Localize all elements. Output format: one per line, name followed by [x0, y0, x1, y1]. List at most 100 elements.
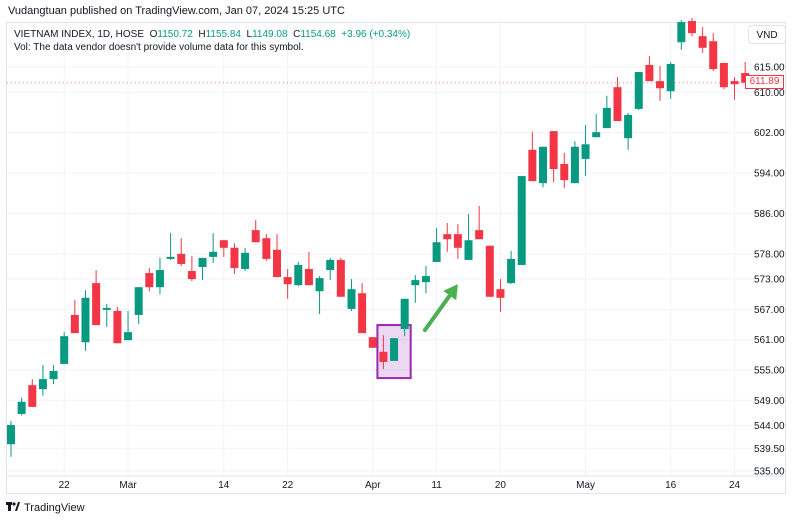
candle-body — [421, 276, 430, 283]
candle — [70, 299, 79, 334]
candle — [400, 298, 409, 337]
candle-body — [92, 283, 101, 326]
candle-body — [273, 249, 281, 278]
trend-arrow-head-icon — [443, 284, 458, 301]
candle — [687, 18, 696, 37]
candle-body — [60, 336, 69, 364]
candle — [453, 224, 462, 259]
candle — [304, 251, 313, 286]
candle-body — [656, 81, 665, 89]
candle-body — [124, 332, 133, 341]
candle — [92, 270, 101, 326]
candle-body — [592, 132, 601, 138]
candle-body — [411, 280, 420, 286]
candle — [528, 132, 537, 182]
candle — [485, 245, 494, 297]
candle — [613, 77, 622, 122]
candle — [336, 257, 345, 297]
candle-body — [358, 293, 367, 334]
y-tick-label: 586.00 — [754, 209, 785, 220]
y-tick-label: 544.00 — [754, 421, 785, 432]
x-tick-label: 14 — [218, 480, 230, 491]
candle — [294, 261, 303, 287]
candle — [17, 397, 26, 416]
low-label: L — [246, 29, 253, 40]
candle-body — [315, 278, 324, 292]
candle — [507, 250, 516, 285]
candle-body — [624, 114, 633, 139]
candle — [251, 220, 260, 243]
candle-body — [81, 297, 90, 343]
y-tick-label: 573.00 — [754, 275, 785, 286]
candle — [187, 255, 196, 282]
candle — [113, 306, 122, 344]
candle — [645, 55, 654, 82]
candle-body — [539, 146, 547, 184]
candle — [326, 257, 335, 281]
candle-body — [517, 176, 526, 265]
candle — [390, 338, 399, 361]
y-tick-label: 561.00 — [754, 335, 785, 346]
y-tick-label: 578.00 — [754, 249, 785, 260]
candle-body — [49, 371, 58, 380]
candle-body — [347, 289, 356, 309]
last-price-label: 611.89 — [745, 75, 784, 89]
candle-body — [241, 252, 250, 269]
candle — [560, 152, 569, 189]
candle-body — [166, 256, 175, 259]
candle-body — [304, 269, 313, 286]
y-tick-label: 615.00 — [754, 63, 785, 74]
candle-body — [560, 163, 569, 181]
candle — [517, 176, 526, 265]
chart-legend: VIETNAM INDEX, 1D, HOSE O1150.72 H1155.8… — [14, 28, 410, 54]
open-label: O — [149, 29, 158, 40]
candle — [7, 421, 15, 457]
candle — [134, 287, 143, 325]
candle — [145, 267, 154, 292]
candle — [368, 337, 377, 348]
y-tick-label: 535.00 — [754, 467, 785, 478]
candle — [443, 223, 452, 252]
candle-body — [730, 81, 739, 85]
candle — [656, 65, 665, 101]
y-tick-label: 555.00 — [754, 366, 785, 377]
y-tick-label: 549.00 — [754, 396, 785, 407]
candle-body — [17, 401, 26, 414]
candle — [475, 205, 484, 240]
candle — [719, 62, 728, 90]
candle-body — [230, 247, 239, 268]
publish-info: Vudangtuan published on TradingView.com,… — [8, 5, 345, 17]
candle-body — [102, 307, 111, 310]
candle — [432, 228, 441, 262]
candle-body — [390, 338, 399, 361]
candle — [219, 240, 228, 257]
x-tick-label: Mar — [119, 480, 137, 491]
candle — [539, 146, 547, 188]
candle — [283, 269, 292, 299]
open-value: 1150.72 — [157, 29, 193, 40]
candle — [38, 364, 47, 396]
candle-body — [113, 310, 122, 344]
y-tick-label: 610.00 — [754, 88, 785, 99]
candle — [347, 279, 356, 311]
x-tick-label: Apr — [365, 480, 381, 491]
candle-body — [581, 144, 590, 159]
close-label: C — [293, 29, 301, 40]
candle-body — [570, 146, 579, 184]
candle — [421, 265, 430, 294]
candle — [155, 257, 164, 295]
candle — [273, 234, 281, 278]
candle — [634, 72, 643, 110]
candle-body — [602, 107, 611, 129]
candle-body — [187, 271, 196, 280]
candle — [496, 279, 505, 312]
brand-name: TradingView — [24, 502, 85, 514]
currency-button[interactable]: VND — [748, 25, 786, 44]
y-tick-label: 594.00 — [754, 169, 785, 180]
candle-body — [368, 337, 377, 348]
candle-body — [400, 298, 409, 330]
candle-body — [709, 41, 718, 70]
candle-body — [155, 270, 164, 288]
candle — [666, 61, 675, 99]
